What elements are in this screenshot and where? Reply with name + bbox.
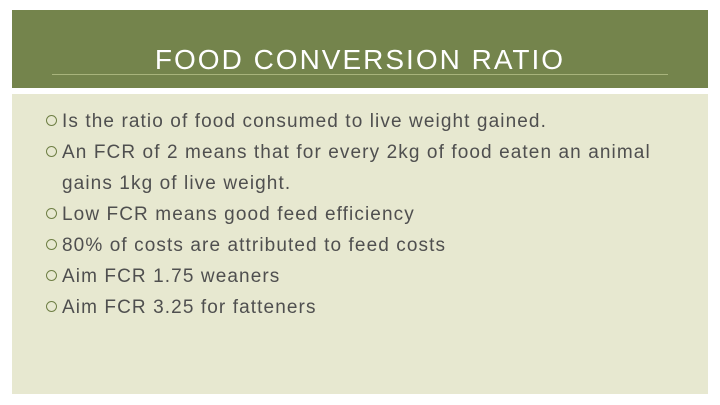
- hollow-circle-icon: [46, 301, 57, 312]
- hollow-circle-icon: [46, 146, 57, 157]
- hollow-circle-icon: [46, 270, 57, 281]
- bullet-text: Low FCR means good feed efficiency: [62, 204, 415, 225]
- title-band: FOOD CONVERSION RATIO: [12, 10, 708, 88]
- bullet-text: 80% of costs are attributed to feed cost…: [62, 235, 447, 256]
- bullet-text: Is the ratio of food consumed to live we…: [62, 111, 547, 132]
- bullet-item: Aim FCR 3.25 for fatteners: [44, 292, 694, 323]
- bullet-item: Low FCR means good feed efficiency: [44, 199, 694, 230]
- hollow-circle-icon: [46, 115, 57, 126]
- bullet-text: Aim FCR 1.75 weaners: [62, 266, 281, 287]
- bullet-item: Aim FCR 1.75 weaners: [44, 261, 694, 292]
- bullet-item: 80% of costs are attributed to feed cost…: [44, 230, 694, 261]
- content-panel: Is the ratio of food consumed to live we…: [12, 94, 708, 394]
- bullet-item: Is the ratio of food consumed to live we…: [44, 106, 694, 137]
- slide-title: FOOD CONVERSION RATIO: [154, 44, 566, 75]
- title-divider: [52, 74, 668, 75]
- bullet-list: Is the ratio of food consumed to live we…: [44, 106, 694, 323]
- hollow-circle-icon: [46, 208, 57, 219]
- bullet-text: An FCR of 2 means that for every 2kg of …: [62, 142, 651, 194]
- bullet-text: Aim FCR 3.25 for fatteners: [62, 297, 317, 318]
- hollow-circle-icon: [46, 239, 57, 250]
- bullet-item: An FCR of 2 means that for every 2kg of …: [44, 137, 694, 199]
